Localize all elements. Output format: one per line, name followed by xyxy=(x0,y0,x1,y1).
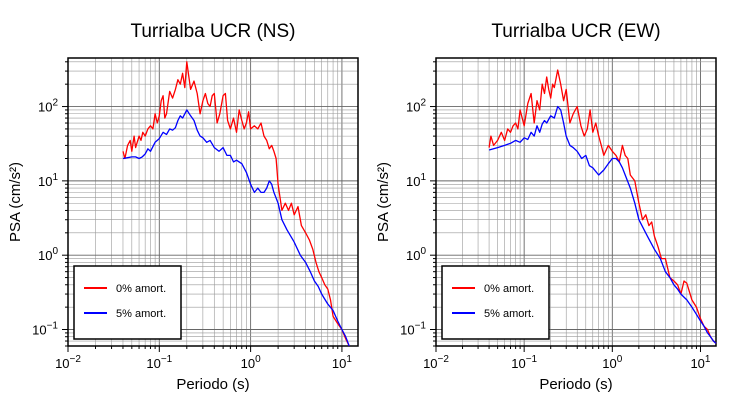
y-tick-label: 102 xyxy=(406,98,426,115)
y-tick-label: 100 xyxy=(406,246,426,263)
x-tick-label: 10−1 xyxy=(146,354,172,371)
legend-label: 0% amort. xyxy=(116,283,166,295)
x-axis-label: Periodo (s) xyxy=(539,376,612,393)
x-tick-label: 10−1 xyxy=(511,354,537,371)
legend-box xyxy=(441,265,550,340)
x-tick-label: 101 xyxy=(690,354,710,371)
legend-label: 0% amort. xyxy=(484,283,534,295)
y-axis-label: PSA (cm/s²) xyxy=(375,162,392,242)
y-tick-label: 100 xyxy=(38,246,58,263)
legend: 0% amort. 5% amort. xyxy=(441,265,550,340)
x-tick-label: 100 xyxy=(602,354,622,371)
chart-title: Turrialba UCR (EW) xyxy=(491,21,660,42)
legend-label: 5% amort. xyxy=(116,308,166,320)
x-tick-label: 10−2 xyxy=(423,354,449,371)
y-tick-label: 101 xyxy=(38,172,58,189)
x-tick-label: 100 xyxy=(241,354,261,371)
series-line-undamped xyxy=(122,61,350,347)
legend-box xyxy=(73,265,182,340)
y-tick-label: 10−1 xyxy=(32,321,58,338)
series-line-damped xyxy=(122,109,350,347)
series-line-damped xyxy=(488,105,717,344)
chart-title: Turrialba UCR (NS) xyxy=(130,21,295,42)
chart-panel-0: 10−2 10−1 100 101 10−1 100 101 102 0% amort. 5% a… xyxy=(7,21,359,393)
y-tick-label: 101 xyxy=(406,172,426,189)
x-axis-label: Periodo (s) xyxy=(176,376,249,393)
chart-panel-1: 10−2 10−1 100 101 10−1 100 101 102 0% amort. 5% a… xyxy=(375,21,717,393)
legend-label: 5% amort. xyxy=(484,308,534,320)
y-tick-label: 102 xyxy=(38,98,58,115)
x-tick-label: 101 xyxy=(332,354,352,371)
x-tick-label: 10−2 xyxy=(55,354,81,371)
legend: 0% amort. 5% amort. xyxy=(73,265,182,340)
y-axis-label: PSA (cm/s²) xyxy=(7,162,24,242)
series-line-undamped xyxy=(488,69,717,344)
plot-frame xyxy=(435,57,717,347)
plot-frame xyxy=(67,57,359,347)
y-tick-label: 10−1 xyxy=(400,321,426,338)
